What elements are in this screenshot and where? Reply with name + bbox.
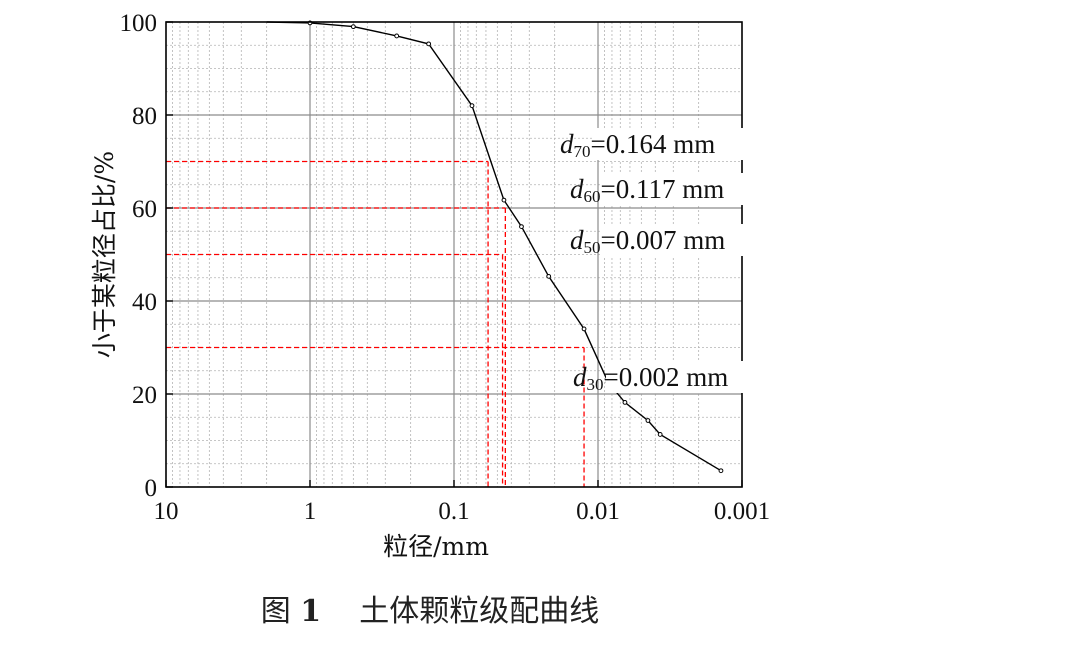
annotation-symbol: d [570,225,584,255]
annotation-d50: d50=0.007 mm [570,225,725,257]
data-point-marker [718,468,724,474]
data-point-marker [581,326,587,332]
annotation-value: =0.117 mm [601,174,725,204]
tick-layer: 10 1 0.1 0.01 0.001 0 20 40 60 80 100 [120,10,771,525]
x-tick-label: 10 [154,498,179,525]
annotation-background [602,173,744,205]
data-point-marker [501,197,507,203]
y-tick-label: 0 [145,475,158,502]
y-tick-label: 40 [132,289,157,316]
y-tick-label: 100 [120,10,158,37]
annotation-value: =0.164 mm [591,129,716,159]
y-tick-label: 80 [132,103,157,130]
annotation-background [602,224,744,256]
data-point-marker [657,432,663,437]
y-tick-label: 20 [132,382,157,409]
x-axis-title: 粒径/mm [383,532,489,561]
figure-caption: 图 1 土体颗粒级配曲线 [0,586,860,630]
annotation-symbol: d [560,129,574,159]
annotation-symbol: d [570,174,584,204]
reference-lines-layer [166,160,585,487]
caption-prefix: 图 [260,594,301,629]
data-point-marker [546,273,552,279]
data-point-marker [469,103,475,109]
annotation-d60: d60=0.117 mm [570,174,724,206]
annotation-d30: d30=0.002 mm [573,362,728,394]
annotation-subscript: 60 [584,187,601,206]
annotation-subscript: 70 [574,142,591,161]
caption-figure-number: 1 [300,594,322,629]
y-axis-title: 小于某粒径占比/% [90,151,119,358]
data-point-marker [350,24,356,30]
x-tick-label: 0.1 [438,498,469,525]
y-tick-label: 60 [132,196,157,223]
x-tick-label: 1 [304,498,317,525]
annotation-subscript: 30 [587,375,604,394]
caption-text: 土体颗粒级配曲线 [321,594,600,629]
annotation-background [606,361,744,393]
data-point-marker [622,399,628,405]
data-point-marker [645,418,651,423]
x-tick-label: 0.01 [576,498,620,525]
data-point-marker [519,224,524,230]
annotation-value: =0.002 mm [604,362,729,392]
annotation-symbol: d [573,362,587,392]
annotation-d70: d70=0.164 mm [560,129,715,161]
annotation-value: =0.007 mm [601,225,726,255]
data-point-marker [394,33,400,39]
x-tick-label: 0.001 [714,498,770,525]
data-point-marker [426,41,432,47]
annotation-background [594,128,744,160]
annotation-subscript: 50 [584,238,601,257]
